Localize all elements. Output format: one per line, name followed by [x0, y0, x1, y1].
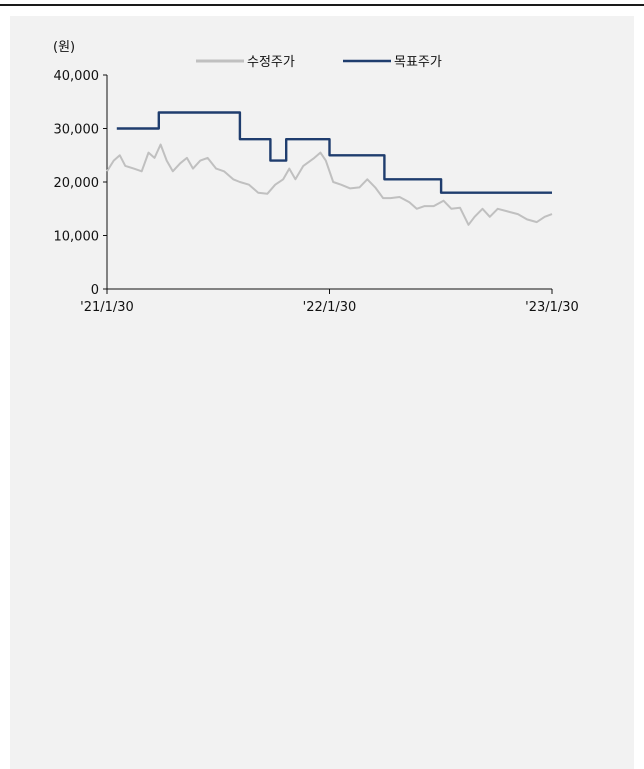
series-group	[106, 111, 553, 226]
chart-panel	[10, 16, 634, 769]
x-tick-label: '21/1/30	[80, 300, 134, 315]
top-rule	[0, 4, 644, 6]
y-tick-label: 30,000	[54, 123, 100, 138]
y-tick-label: 40,000	[54, 69, 100, 84]
x-tick-label: '23/1/30	[525, 300, 579, 315]
y-axis-unit-label: (원)	[53, 40, 75, 55]
legend-label-수정주가: 수정주가	[247, 55, 295, 70]
series-line-수정주가	[106, 143, 553, 226]
x-tick-label: '22/1/30	[303, 300, 357, 315]
y-tick-label: 0	[91, 283, 99, 298]
series-line-목표주가	[116, 111, 552, 194]
axes: 40,000 30,000 20,000 10,000 0 '21/1/30 '22/1/3…	[54, 69, 579, 315]
legend: 수정주가 목표주가	[196, 55, 442, 70]
y-tick-label: 10,000	[54, 230, 100, 245]
legend-label-목표주가: 목표주가	[394, 55, 442, 70]
y-tick-label: 20,000	[54, 176, 100, 191]
